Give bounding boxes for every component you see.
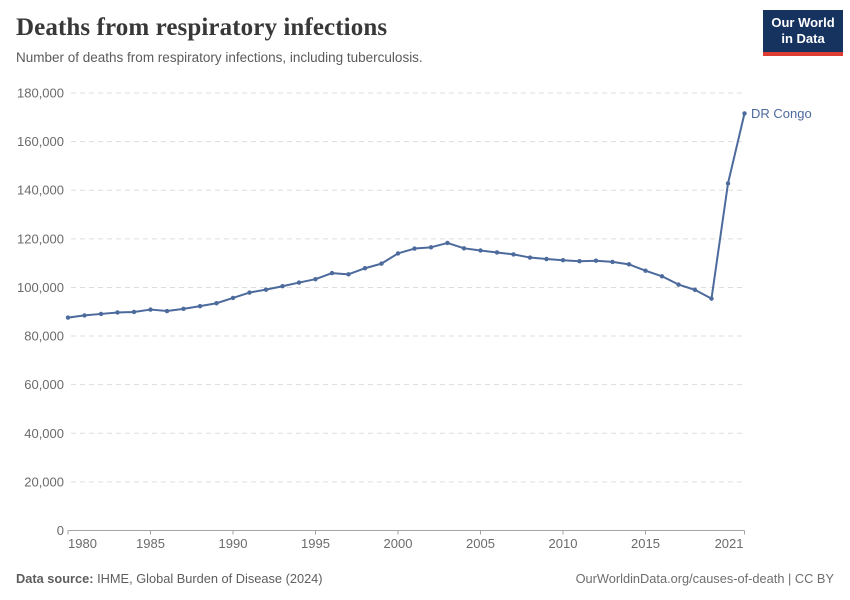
data-point[interactable] [197,303,203,309]
y-axis-tick-label: 80,000 [24,329,64,344]
data-point[interactable] [610,259,615,265]
y-axis-tick-label: 180,000 [17,86,64,101]
data-point[interactable] [709,296,714,301]
data-point[interactable] [280,284,285,289]
y-axis-tick-label: 20,000 [24,474,64,489]
x-axis-tick-label: 1980 [68,536,97,551]
data-point[interactable] [148,307,153,312]
x-axis-tick-label: 2005 [466,536,495,551]
data-point[interactable] [313,276,318,282]
data-point[interactable] [412,246,417,251]
chart-footer: Data source: IHME, Global Burden of Dise… [0,571,850,586]
data-source-label: Data source: [16,571,94,586]
data-point[interactable] [230,295,236,301]
data-point[interactable] [643,268,648,273]
chart-header: Deaths from respiratory infections Numbe… [16,14,750,65]
owid-logo[interactable]: Our World in Data [763,10,843,56]
x-axis-tick-label: 2015 [631,536,660,551]
data-point[interactable] [362,266,368,271]
data-point[interactable] [461,246,467,251]
data-point[interactable] [742,111,747,116]
y-axis-tick-label: 120,000 [17,231,64,246]
series-line-dr-congo[interactable] [67,112,746,319]
data-point[interactable] [544,256,549,262]
x-axis-tick-label: 1985 [136,536,165,551]
y-axis-tick-label: 40,000 [24,426,64,441]
data-point[interactable] [577,258,582,264]
data-point[interactable] [527,255,533,260]
data-point[interactable] [131,309,137,315]
data-point[interactable] [626,262,632,267]
data-point[interactable] [181,306,186,312]
credit-link[interactable]: OurWorldinData.org/causes-of-death | CC … [575,571,834,586]
data-point[interactable] [296,280,302,285]
series-label[interactable]: DR Congo [751,106,812,121]
data-point[interactable] [511,252,516,257]
data-point[interactable] [65,315,71,320]
x-axis-tick-label: 1990 [219,536,248,551]
y-axis-tick-label: 140,000 [17,183,64,198]
data-point[interactable] [115,310,120,315]
data-source-text: IHME, Global Burden of Disease (2024) [93,571,323,586]
line-chart: 0 20,000 40,000 60,000 80,000 100,000 120,000 1… [17,86,812,552]
data-point[interactable] [560,258,566,263]
data-point[interactable] [478,248,483,253]
owid-logo-line2: in Data [781,31,825,47]
y-axis-tick-label: 0 [57,523,64,538]
data-point[interactable] [214,301,219,306]
owid-logo-line1: Our World [771,15,835,30]
data-point[interactable] [98,311,104,317]
x-axis-tick-label: 1995 [301,536,330,551]
data-point[interactable] [593,258,599,263]
data-point[interactable] [692,287,698,293]
data-point[interactable] [82,313,87,318]
y-axis-tick-label: 60,000 [24,377,64,392]
data-point[interactable] [725,181,731,186]
data-point[interactable] [395,251,401,256]
data-point[interactable] [329,270,335,276]
data-point[interactable] [445,240,450,246]
page-title: Deaths from respiratory infections [16,14,388,41]
y-axis-tick-label: 160,000 [17,134,64,149]
y-axis-tick-label: 100,000 [17,280,64,295]
x-axis-tick-label: 2000 [384,536,413,551]
data-point[interactable] [164,308,170,314]
data-point[interactable] [659,274,665,279]
data-point[interactable] [247,290,252,295]
chart-subtitle: Number of deaths from respiratory infect… [16,50,423,65]
data-point[interactable] [346,272,351,277]
x-axis-tick-label: 2021 [715,536,744,551]
data-point[interactable] [428,245,434,250]
data-point[interactable] [263,287,269,292]
data-point[interactable] [379,261,384,266]
chart-area: 0 20,000 40,000 60,000 80,000 100,000 120,000 1… [0,80,850,560]
data-point[interactable] [494,250,500,255]
data-source: Data source: IHME, Global Burden of Dise… [16,571,323,586]
x-axis-tick-label: 2010 [549,536,578,551]
data-point[interactable] [676,282,681,287]
